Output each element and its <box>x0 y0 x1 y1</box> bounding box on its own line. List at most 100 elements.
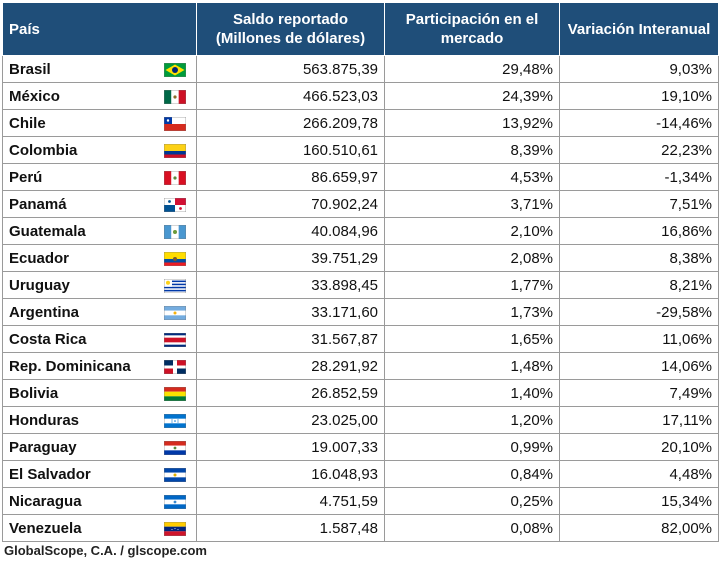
guatemala-flag-icon <box>163 224 186 239</box>
variacion-value: 8,21% <box>559 271 720 299</box>
participacion-value: 0,84% <box>384 460 561 488</box>
country-name: Bolivia <box>2 379 154 407</box>
header-saldo: Saldo reportado (Millones de dólares) <box>196 2 386 56</box>
table-row: Guatemala 40.084,96 2,10% 16,86% <box>2 217 720 245</box>
honduras-flag-icon <box>163 413 186 428</box>
saldo-value: 33.171,60 <box>196 298 386 326</box>
flag-cell <box>153 298 198 326</box>
market-share-table: País Saldo reportado (Millones de dólare… <box>1 2 720 542</box>
participacion-value: 0,25% <box>384 487 561 515</box>
mexico-flag-icon <box>163 89 186 104</box>
table-row: Venezuela 1.587,48 0,08% 82,00% <box>2 514 720 542</box>
nicaragua-flag-icon <box>163 494 186 509</box>
variacion-value: 4,48% <box>559 460 720 488</box>
variacion-value: 8,38% <box>559 244 720 272</box>
flag-cell <box>153 325 198 353</box>
dominican-republic-flag-icon <box>163 359 186 374</box>
saldo-value: 28.291,92 <box>196 352 386 380</box>
saldo-value: 1.587,48 <box>196 514 386 542</box>
variacion-value: -29,58% <box>559 298 720 326</box>
participacion-value: 4,53% <box>384 163 561 191</box>
country-name: Panamá <box>2 190 154 218</box>
table-header: País Saldo reportado (Millones de dólare… <box>1 2 720 56</box>
venezuela-flag-icon <box>163 521 186 536</box>
flag-cell <box>153 433 198 461</box>
variacion-value: 14,06% <box>559 352 720 380</box>
variacion-value: 15,34% <box>559 487 720 515</box>
colombia-flag-icon <box>163 143 186 158</box>
participacion-value: 1,77% <box>384 271 561 299</box>
table-row: México 466.523,03 24,39% 19,10% <box>2 82 720 110</box>
country-name: Guatemala <box>2 217 154 245</box>
table-row: Nicaragua 4.751,59 0,25% 15,34% <box>2 487 720 515</box>
country-name: Uruguay <box>2 271 154 299</box>
participacion-value: 1,73% <box>384 298 561 326</box>
flag-cell <box>153 487 198 515</box>
flag-cell <box>153 379 198 407</box>
saldo-value: 23.025,00 <box>196 406 386 434</box>
table-row: Uruguay 33.898,45 1,77% 8,21% <box>2 271 720 299</box>
country-name: Ecuador <box>2 244 154 272</box>
table-row: Rep. Dominicana 28.291,92 1,48% 14,06% <box>2 352 720 380</box>
country-name: México <box>2 82 154 110</box>
country-name: Paraguay <box>2 433 154 461</box>
country-name: Argentina <box>2 298 154 326</box>
table-body: Brasil 563.875,39 29,48% 9,03% México 466.523… <box>2 55 720 542</box>
table-row: Panamá 70.902,24 3,71% 7,51% <box>2 190 720 218</box>
flag-cell <box>153 217 198 245</box>
variacion-value: 19,10% <box>559 82 720 110</box>
saldo-value: 266.209,78 <box>196 109 386 137</box>
header-variacion: Variación Interanual <box>559 2 720 56</box>
chile-flag-icon <box>163 116 186 131</box>
country-name: Rep. Dominicana <box>2 352 154 380</box>
variacion-value: -1,34% <box>559 163 720 191</box>
flag-cell <box>153 406 198 434</box>
header-row: País Saldo reportado (Millones de dólare… <box>1 2 720 56</box>
variacion-value: 7,51% <box>559 190 720 218</box>
uruguay-flag-icon <box>163 278 186 293</box>
participacion-value: 0,99% <box>384 433 561 461</box>
header-participacion: Participación en el mercado <box>384 2 561 56</box>
variacion-value: 16,86% <box>559 217 720 245</box>
participacion-value: 0,08% <box>384 514 561 542</box>
country-name: Colombia <box>2 136 154 164</box>
flag-cell <box>153 190 198 218</box>
saldo-value: 39.751,29 <box>196 244 386 272</box>
participacion-value: 2,08% <box>384 244 561 272</box>
variacion-value: 22,23% <box>559 136 720 164</box>
participacion-value: 8,39% <box>384 136 561 164</box>
flag-cell <box>153 244 198 272</box>
participacion-value: 1,20% <box>384 406 561 434</box>
country-name: El Salvador <box>2 460 154 488</box>
country-name: Brasil <box>2 55 154 83</box>
table-row: Brasil 563.875,39 29,48% 9,03% <box>2 55 720 83</box>
country-name: Honduras <box>2 406 154 434</box>
saldo-value: 40.084,96 <box>196 217 386 245</box>
flag-cell <box>153 514 198 542</box>
participacion-value: 1,40% <box>384 379 561 407</box>
participacion-value: 3,71% <box>384 190 561 218</box>
ecuador-flag-icon <box>163 251 186 266</box>
table-row: Colombia 160.510,61 8,39% 22,23% <box>2 136 720 164</box>
participacion-value: 1,48% <box>384 352 561 380</box>
table-row: Bolivia 26.852,59 1,40% 7,49% <box>2 379 720 407</box>
country-name: Costa Rica <box>2 325 154 353</box>
table-row: Paraguay 19.007,33 0,99% 20,10% <box>2 433 720 461</box>
saldo-value: 31.567,87 <box>196 325 386 353</box>
source-footer: GlobalScope, C.A. / glscope.com <box>4 543 207 558</box>
country-name: Venezuela <box>2 514 154 542</box>
country-name: Nicaragua <box>2 487 154 515</box>
variacion-value: 82,00% <box>559 514 720 542</box>
flag-cell <box>153 352 198 380</box>
country-name: Chile <box>2 109 154 137</box>
peru-flag-icon <box>163 170 186 185</box>
flag-cell <box>153 271 198 299</box>
saldo-value: 19.007,33 <box>196 433 386 461</box>
participacion-value: 24,39% <box>384 82 561 110</box>
saldo-value: 466.523,03 <box>196 82 386 110</box>
flag-cell <box>153 82 198 110</box>
el-salvador-flag-icon <box>163 467 186 482</box>
saldo-value: 160.510,61 <box>196 136 386 164</box>
variacion-value: 20,10% <box>559 433 720 461</box>
variacion-value: -14,46% <box>559 109 720 137</box>
